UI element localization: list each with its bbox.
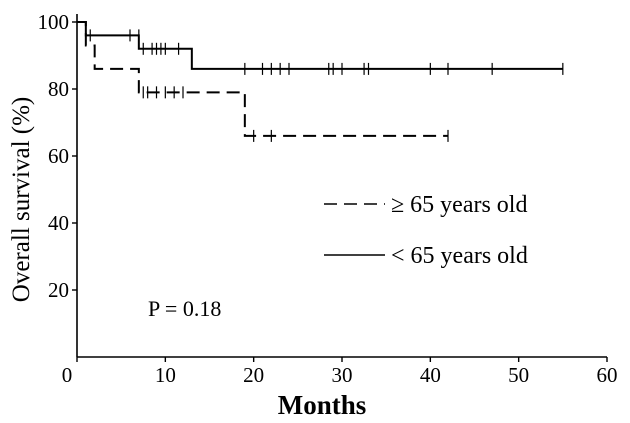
x-tick-label: 50 [508,363,529,387]
x-tick-label: 30 [332,363,353,387]
legend: ≥ 65 years old < 65 years old [324,192,528,269]
series-layer [77,21,563,137]
series-line-younger [77,21,563,70]
y-tick-label: 20 [48,278,69,302]
x-tick-label: 60 [597,363,618,387]
legend-label-older: ≥ 65 years old [391,192,527,218]
y-ticks: 20 40 60 80 100 [38,10,77,302]
legend-label-younger: < 65 years old [391,243,528,269]
series-line-older [77,21,448,137]
x-tick-label: 20 [243,363,264,387]
x-axis-title: Months [278,390,367,420]
y-tick-label: 80 [48,77,69,101]
p-value-annotation: P = 0.18 [148,296,221,321]
x-tick-label: 0 [62,363,73,387]
censor-marks [89,29,564,142]
x-tick-label: 10 [155,363,176,387]
y-tick-label: 40 [48,211,69,235]
x-tick-label: 40 [420,363,441,387]
y-axis-title: Overall survival (%) [8,97,35,302]
y-tick-label: 60 [48,144,69,168]
y-tick-label: 100 [38,10,70,34]
x-ticks: 0 10 20 30 40 50 60 [62,357,618,387]
